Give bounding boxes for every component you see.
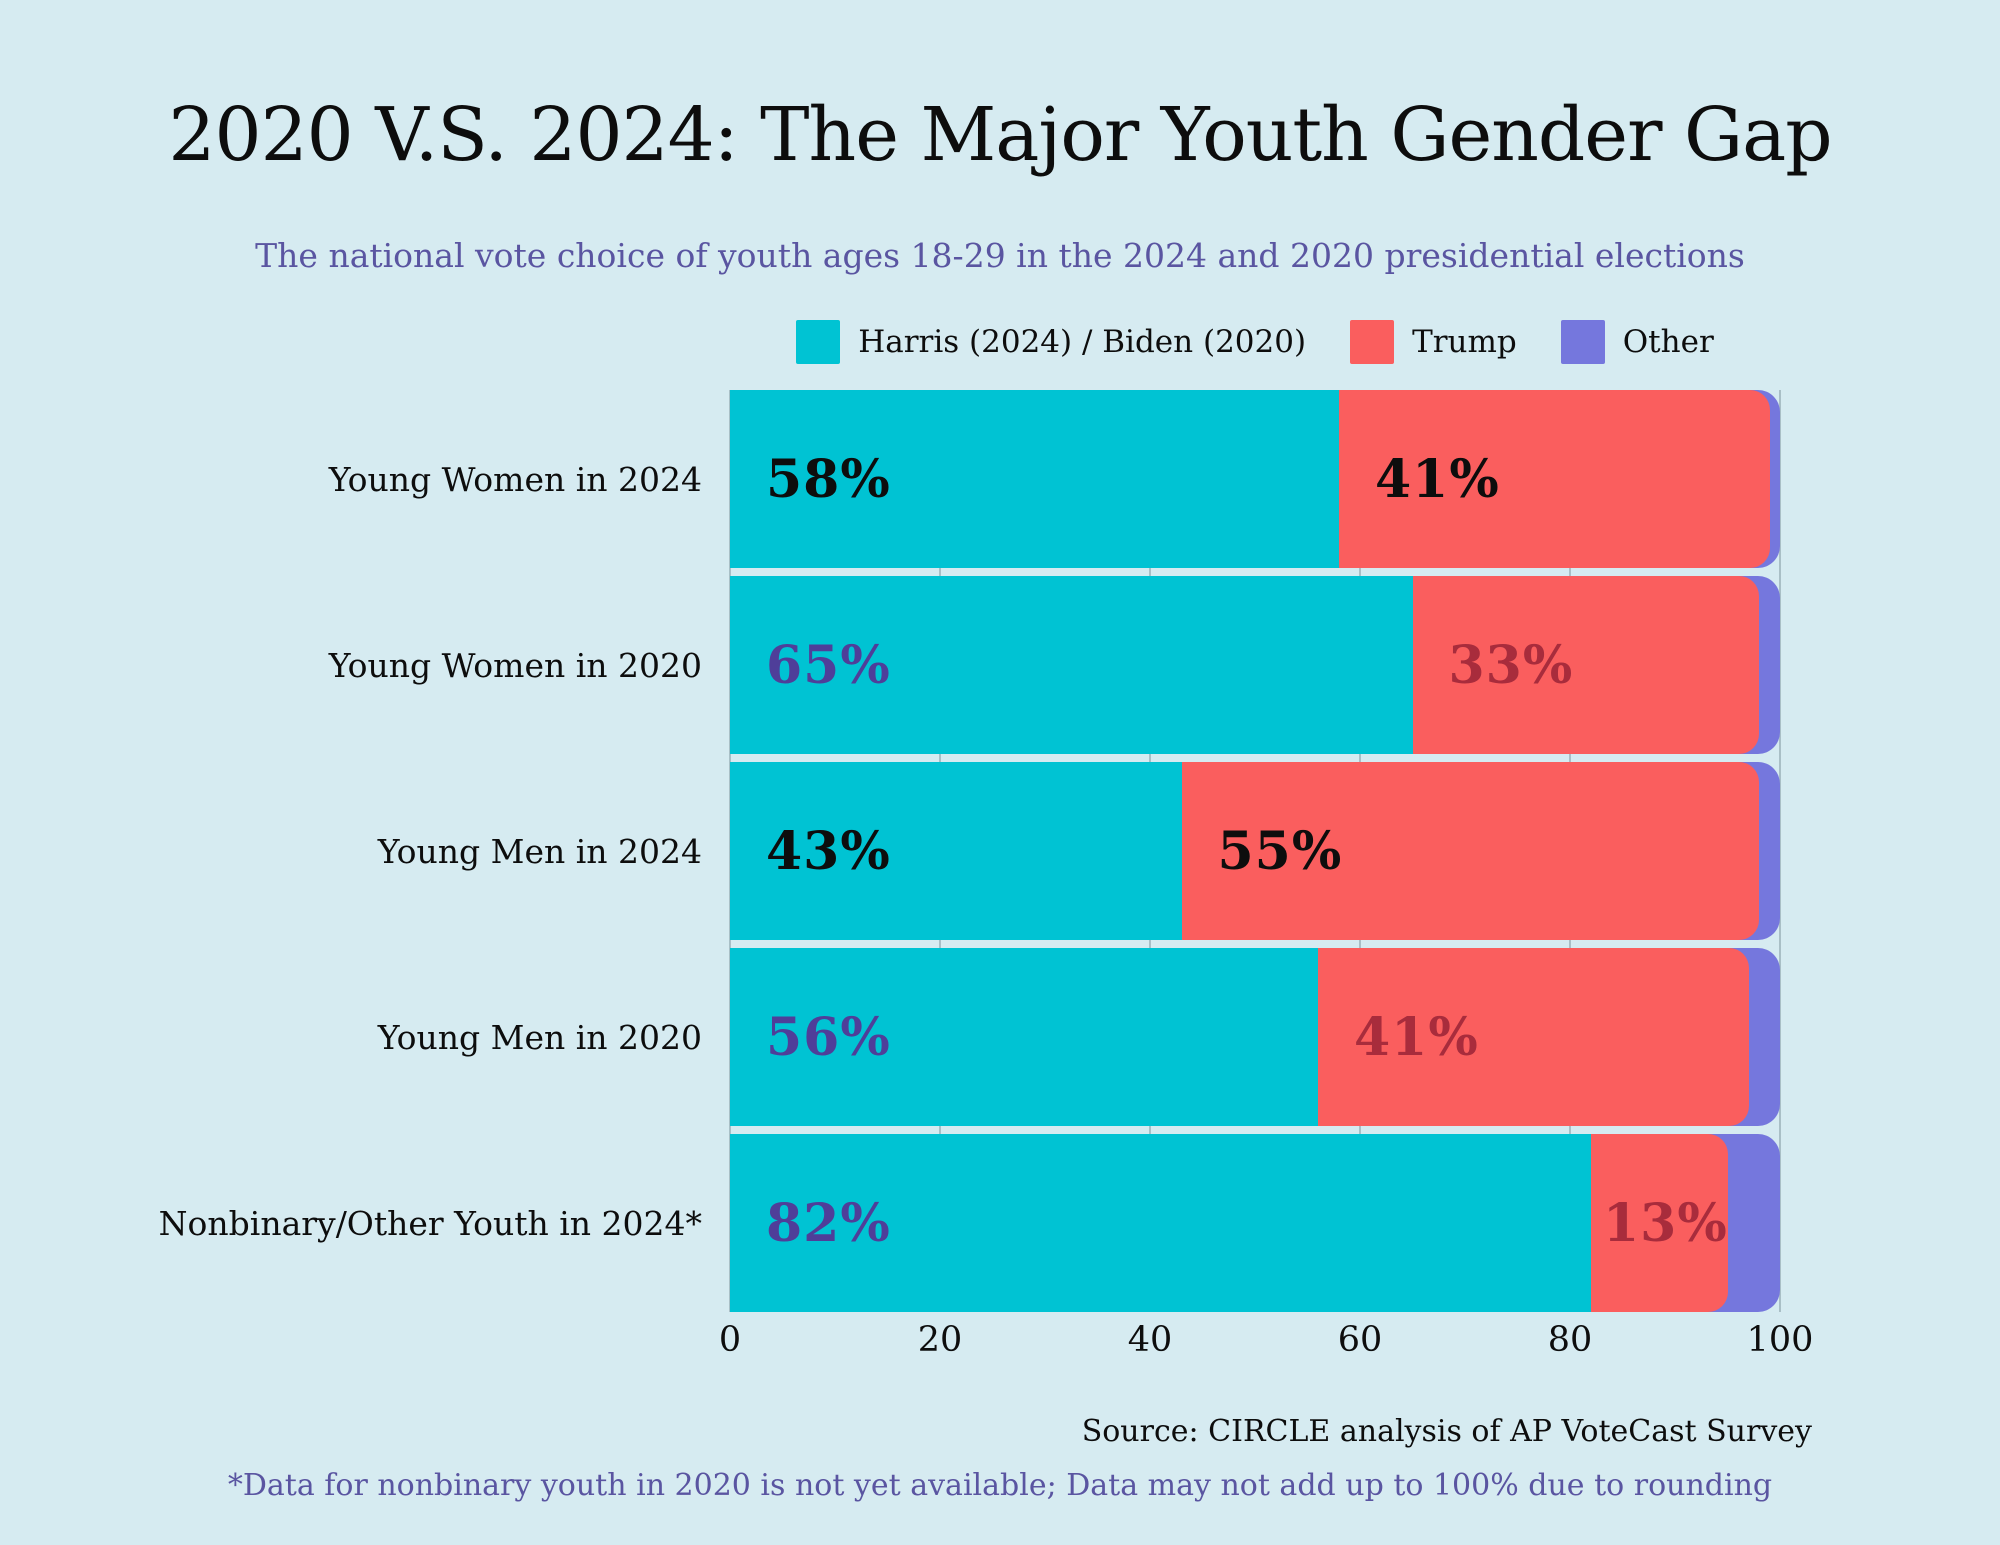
trump-segment: 41% <box>1318 948 1749 1126</box>
harris-biden-value-label: 58% <box>766 448 891 510</box>
harris-biden-value-label: 82% <box>766 1192 891 1254</box>
trump-value-label: 13% <box>1603 1192 1728 1254</box>
page-subtitle: The national vote choice of youth ages 1… <box>255 236 1745 275</box>
legend-item-trump: Trump <box>1350 320 1517 364</box>
harris-biden-segment: 65% <box>730 576 1413 754</box>
other-swatch-icon <box>1560 320 1605 364</box>
page-title: 2020 V.S. 2024: The Major Youth Gender G… <box>168 92 1832 178</box>
bar-row: Young Women in 2020 65% 33% <box>329 576 1780 754</box>
legend: Harris (2024) / Biden (2020) Trump Other <box>730 318 1780 366</box>
trump-value-label: 33% <box>1448 634 1574 696</box>
bar-row: Young Men in 2024 43% 55% <box>378 762 1780 940</box>
x-axis-tick-label: 40 <box>1127 1320 1173 1360</box>
trump-segment: 13% <box>1591 1134 1728 1312</box>
legend-item-other: Other <box>1560 320 1714 364</box>
harris-biden-segment: 58% <box>730 390 1339 568</box>
bar-chart-plot-area: Young Women in 2024 58% 41% Young Women … <box>159 390 1781 1312</box>
legend-item-harris-biden: Harris (2024) / Biden (2020) <box>796 320 1306 364</box>
legend-label-harris-biden: Harris (2024) / Biden (2020) <box>858 324 1307 360</box>
harris-biden-value-label: 65% <box>766 634 891 696</box>
bar-row: Young Men in 2020 56% 41% <box>378 948 1780 1126</box>
category-label: Young Men in 2020 <box>377 1017 702 1057</box>
category-label: Young Men in 2024 <box>377 831 702 871</box>
trump-value-label: 55% <box>1217 820 1343 882</box>
harris-biden-value-label: 43% <box>766 820 891 882</box>
x-axis-tick-label: 20 <box>917 1320 963 1360</box>
harris-biden-segment: 43% <box>730 762 1182 940</box>
category-label: Nonbinary/Other Youth in 2024* <box>158 1203 702 1243</box>
category-label: Young Women in 2020 <box>328 645 702 685</box>
harris-biden-swatch-icon <box>796 320 841 364</box>
x-axis-tick-label: 0 <box>718 1320 742 1360</box>
footnote: *Data for nonbinary youth in 2020 is not… <box>227 1468 1773 1503</box>
trump-swatch-icon <box>1350 320 1395 364</box>
x-axis-tick-label: 80 <box>1547 1320 1593 1360</box>
trump-value-label: 41% <box>1354 1006 1479 1068</box>
bar-row: Young Women in 2024 58% 41% <box>329 390 1780 568</box>
x-axis-tick-label: 60 <box>1337 1320 1383 1360</box>
category-label: Young Women in 2024 <box>328 459 702 499</box>
trump-segment: 55% <box>1181 762 1759 940</box>
harris-biden-segment: 82% <box>730 1134 1591 1312</box>
harris-biden-value-label: 56% <box>766 1006 891 1068</box>
legend-label-other: Other <box>1622 324 1714 360</box>
harris-biden-segment: 56% <box>730 948 1318 1126</box>
bar-rows: Young Women in 2024 58% 41% Young Women … <box>159 390 1780 1312</box>
x-axis-tick-label: 100 <box>1746 1320 1814 1360</box>
legend-label-trump: Trump <box>1412 324 1517 360</box>
trump-segment: 33% <box>1412 576 1759 754</box>
trump-segment: 41% <box>1339 390 1770 568</box>
source-credit: Source: CIRCLE analysis of AP VoteCast S… <box>1081 1414 1812 1449</box>
bar-row: Nonbinary/Other Youth in 2024* 82% 13% <box>159 1134 1780 1312</box>
trump-value-label: 41% <box>1375 448 1500 510</box>
gridline <box>1779 390 1781 1312</box>
